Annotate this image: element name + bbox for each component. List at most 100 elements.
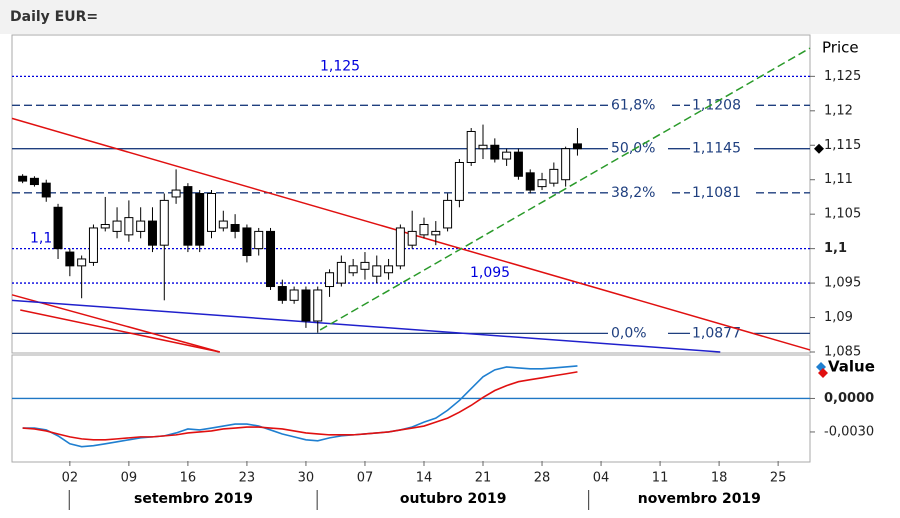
y-tick-label: 1,11 xyxy=(824,172,853,187)
level-label-bg xyxy=(608,324,668,343)
price-axis-label: Price xyxy=(822,39,859,57)
candle-body xyxy=(549,168,559,184)
candle-body xyxy=(443,199,453,229)
x-tick-label: 18 xyxy=(711,471,728,486)
candle-body xyxy=(183,186,193,246)
level-label-bg xyxy=(690,183,754,202)
series-line xyxy=(22,371,578,441)
level-label-bg xyxy=(690,139,754,158)
candle-body xyxy=(53,206,63,250)
y-tick-label: 1,095 xyxy=(824,276,861,291)
month-label: outubro 2019 xyxy=(400,491,507,507)
x-tick-label: 23 xyxy=(239,471,256,486)
candle-body xyxy=(230,224,240,232)
candle-body xyxy=(360,261,370,270)
month-label: setembro 2019 xyxy=(134,491,253,507)
trend-line xyxy=(319,47,811,331)
level-pct: 50,0% xyxy=(611,141,655,157)
y-tick-label: -0,0030 xyxy=(824,424,874,439)
level-label: 1,1081 xyxy=(692,185,741,201)
candle-body xyxy=(88,227,98,263)
candle-body xyxy=(277,286,287,301)
level-label: 1,1 xyxy=(30,231,52,247)
candle-body xyxy=(348,265,358,274)
title-bar xyxy=(0,0,900,34)
level-label-bg xyxy=(690,96,754,115)
y-tick-label: 1,1 xyxy=(824,241,847,256)
candle-body xyxy=(18,175,28,182)
candle-body xyxy=(395,227,405,267)
y-tick-label: 1,105 xyxy=(824,207,861,222)
x-tick-label: 21 xyxy=(475,471,492,486)
candle-body xyxy=(525,172,535,191)
candle-body xyxy=(159,199,169,246)
candle-body xyxy=(561,148,571,181)
trend-line xyxy=(20,309,220,353)
candle-body xyxy=(537,179,547,188)
chart-title: Daily EUR= xyxy=(10,9,98,25)
x-tick-label: 04 xyxy=(593,471,610,486)
candle-body xyxy=(301,289,311,322)
level-label: 1,1145 xyxy=(692,141,741,157)
candle-body xyxy=(289,289,299,301)
last-price-marker xyxy=(814,143,824,154)
month-label: novembro 2019 xyxy=(638,491,761,507)
trend-line xyxy=(11,299,721,353)
candle-body xyxy=(336,261,346,284)
candle-body xyxy=(372,265,382,277)
level-label-bg xyxy=(608,96,668,115)
candle-body xyxy=(254,230,264,250)
candle-body xyxy=(100,224,110,229)
candle-body xyxy=(513,151,523,177)
legend-marker xyxy=(818,368,828,378)
level-pct: 38,2% xyxy=(611,185,655,201)
candle-body xyxy=(112,220,122,232)
candle-body xyxy=(41,182,51,198)
candle-body xyxy=(490,144,500,160)
candle-body xyxy=(325,272,335,288)
x-tick-label: 09 xyxy=(121,471,138,486)
y-tick-label: 1,085 xyxy=(824,345,861,360)
candle-body xyxy=(431,230,441,236)
level-label: 1,1208 xyxy=(692,97,741,113)
x-tick-label: 07 xyxy=(357,471,374,486)
value-axis-label: Value xyxy=(828,358,875,376)
candle-body xyxy=(124,217,134,236)
candle-body xyxy=(572,143,582,150)
candle-body xyxy=(171,189,181,198)
trend-line xyxy=(11,294,220,353)
x-tick-label: 25 xyxy=(770,471,787,486)
level-label: 1,095 xyxy=(470,265,510,281)
x-tick-label: 02 xyxy=(62,471,79,486)
candle-body xyxy=(195,193,205,246)
candle-body xyxy=(77,258,87,267)
candle-body xyxy=(242,227,252,257)
level-label-bg xyxy=(608,139,668,158)
candle-body xyxy=(502,151,512,160)
candle-body xyxy=(454,161,464,201)
x-tick-label: 14 xyxy=(416,471,433,486)
level-label: 1,0877 xyxy=(692,325,741,341)
level-label: 1,125 xyxy=(320,58,360,74)
x-tick-label: 28 xyxy=(534,471,551,486)
value-panel-frame xyxy=(11,354,811,463)
candle-body xyxy=(466,130,476,163)
candle-body xyxy=(207,193,216,232)
y-tick-label: 0,0000 xyxy=(824,391,874,406)
level-pct: 0,0% xyxy=(611,325,647,341)
y-tick-label: 1,09 xyxy=(824,310,853,325)
price-panel-frame xyxy=(11,34,811,354)
candle-body xyxy=(29,177,39,186)
x-tick-label: 11 xyxy=(652,471,669,486)
y-tick-label: 1,125 xyxy=(824,69,861,84)
level-label-bg xyxy=(608,183,668,202)
candle-body xyxy=(266,230,276,288)
level-pct: 61,8% xyxy=(611,97,655,113)
y-tick-label: 1,12 xyxy=(824,103,853,118)
candle-body xyxy=(218,220,228,229)
y-tick-label: 1,115 xyxy=(824,138,861,153)
candle-body xyxy=(419,224,429,236)
candle-body xyxy=(313,289,323,322)
